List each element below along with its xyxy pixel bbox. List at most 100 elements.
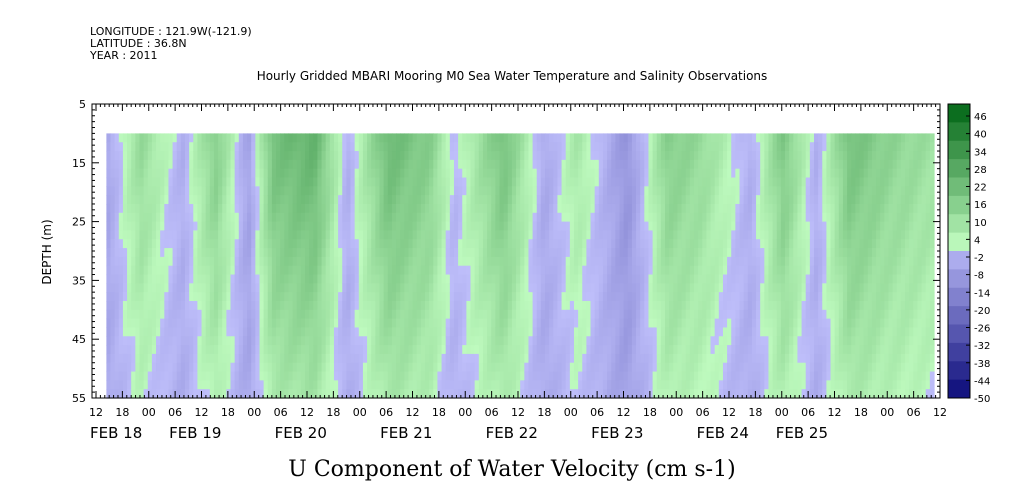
heatmap-cell: [383, 283, 389, 293]
heatmap-cell: [772, 177, 778, 187]
heatmap-cell: [350, 151, 356, 161]
heatmap-cell: [205, 362, 211, 373]
heatmap-cell: [681, 265, 687, 276]
heatmap-cell: [598, 142, 604, 152]
heatmap-cell: [532, 230, 538, 240]
heatmap-cell: [164, 283, 170, 293]
heatmap-cell: [503, 151, 509, 161]
heatmap-cell: [412, 389, 418, 399]
heatmap-cell: [325, 142, 331, 152]
heatmap-cell: [487, 186, 492, 196]
heatmap-cell: [598, 309, 604, 320]
heatmap-cell: [466, 336, 472, 346]
heatmap-cell: [693, 133, 699, 143]
heatmap-cell: [139, 318, 145, 329]
heatmap-cell: [739, 336, 745, 346]
heatmap-cell: [106, 221, 112, 232]
heatmap-cell: [408, 248, 414, 258]
heatmap-cell: [743, 274, 749, 284]
heatmap-cell: [387, 362, 393, 373]
heatmap-cell: [263, 371, 269, 381]
heatmap-cell: [735, 195, 741, 205]
heatmap-cell: [598, 300, 604, 311]
heatmap-cell: [640, 274, 645, 284]
heatmap-cell: [735, 380, 741, 390]
heatmap-cell: [499, 353, 505, 364]
heatmap-cell: [230, 133, 236, 143]
heatmap-cell: [631, 256, 637, 267]
heatmap-cell: [147, 221, 153, 232]
heatmap-cell: [172, 230, 178, 240]
heatmap-cell: [110, 300, 116, 311]
heatmap-cell: [702, 186, 707, 196]
heatmap-cell: [780, 274, 786, 284]
heatmap-cell: [619, 168, 625, 179]
heatmap-cell: [350, 265, 356, 276]
heatmap-cell: [288, 389, 294, 399]
heatmap-cell: [739, 186, 745, 196]
heatmap-cell: [565, 327, 571, 337]
heatmap-cell: [317, 283, 323, 293]
heatmap-cell: [718, 230, 724, 240]
heatmap-cell: [433, 168, 439, 179]
heatmap-cell: [710, 265, 716, 276]
heatmap-cell: [255, 239, 261, 249]
heatmap-cell: [317, 336, 323, 346]
heatmap-cell: [751, 203, 757, 214]
heatmap-cell: [768, 159, 774, 170]
heatmap-cell: [760, 362, 765, 373]
heatmap-cell: [561, 186, 567, 196]
heatmap-cell: [727, 239, 732, 249]
heatmap-cell: [276, 221, 281, 232]
heatmap-cell: [209, 256, 215, 267]
heatmap-cell: [453, 186, 459, 196]
heatmap-cell: [665, 195, 670, 205]
heatmap-cell: [325, 177, 331, 187]
heatmap-cell: [780, 230, 786, 240]
heatmap-cell: [557, 230, 563, 240]
heatmap-cell: [516, 327, 521, 337]
heatmap-cell: [110, 327, 116, 337]
heatmap-cell: [127, 159, 132, 170]
heatmap-cell: [201, 300, 207, 311]
heatmap-cell: [400, 230, 405, 240]
heatmap-cell: [342, 221, 347, 232]
heatmap-cell: [441, 283, 447, 293]
heatmap-cell: [151, 345, 157, 355]
heatmap-cell: [280, 168, 285, 179]
heatmap-cell: [453, 230, 459, 240]
heatmap-cell: [623, 177, 629, 187]
heatmap-cell: [156, 318, 161, 329]
heatmap-cell: [412, 309, 418, 320]
heatmap-cell: [164, 389, 170, 399]
heatmap-cell: [611, 248, 616, 258]
heatmap-cell: [582, 256, 587, 267]
heatmap-cell: [540, 300, 546, 311]
heatmap-cell: [677, 300, 683, 311]
heatmap-cell: [284, 212, 290, 223]
heatmap-cell: [151, 283, 157, 293]
heatmap-cell: [367, 230, 372, 240]
heatmap-cell: [160, 221, 165, 232]
heatmap-cell: [470, 389, 476, 399]
heatmap-cell: [346, 274, 352, 284]
heatmap-cell: [160, 159, 165, 170]
heatmap-cell: [309, 256, 314, 267]
heatmap-cell: [722, 336, 728, 346]
heatmap-cell: [321, 300, 327, 311]
heatmap-cell: [631, 142, 637, 152]
heatmap-cell: [739, 248, 745, 258]
heatmap-cell: [222, 186, 227, 196]
heatmap-cell: [532, 265, 538, 276]
heatmap-cell: [321, 203, 327, 214]
heatmap-cell: [296, 195, 302, 205]
heatmap-cell: [751, 248, 757, 258]
heatmap-cell: [276, 168, 281, 179]
heatmap-cell: [503, 159, 509, 170]
heatmap-cell: [420, 248, 426, 258]
heatmap-cell: [350, 195, 356, 205]
heatmap-cell: [669, 371, 674, 381]
heatmap-cell: [545, 203, 550, 214]
heatmap-cell: [139, 159, 145, 170]
heatmap-cell: [648, 256, 654, 267]
